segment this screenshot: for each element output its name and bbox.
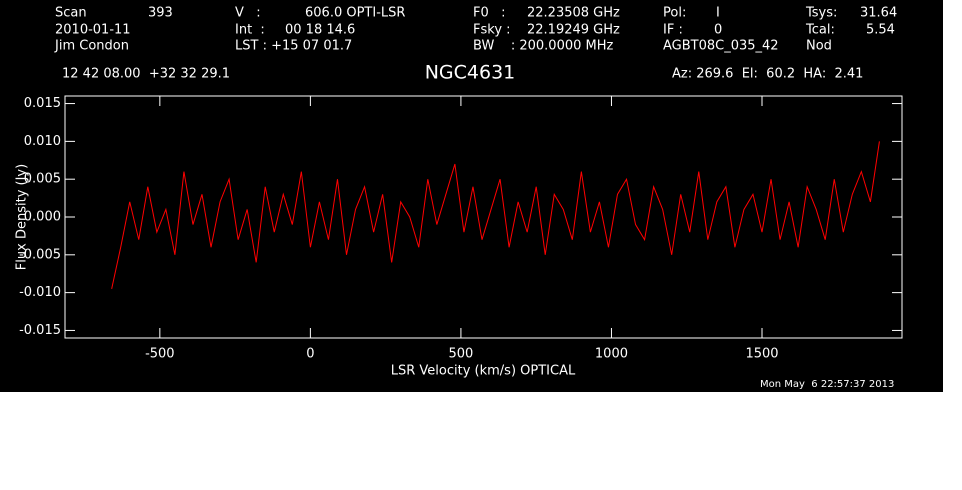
y-tick-label: 0.005 xyxy=(24,172,61,187)
annotation: BW : 200.0000 MHz xyxy=(473,39,614,54)
annotation: 22.19249 GHz xyxy=(527,23,620,38)
spectrum-line xyxy=(111,141,880,289)
annotation: 12 42 08.00 +32 32 29.1 xyxy=(62,67,230,82)
annotation: AGBT08C_035_42 xyxy=(663,39,779,54)
y-tick-label: -0.010 xyxy=(19,285,61,300)
x-tick-label: 500 xyxy=(449,347,474,362)
annotation: 0 xyxy=(714,23,722,38)
y-tick-label: 0.015 xyxy=(24,96,61,111)
annotation: 5.54 xyxy=(866,23,895,38)
annotation: LST : +15 07 01.7 xyxy=(235,39,352,54)
annotation: 393 xyxy=(148,6,173,21)
annotation: Nod xyxy=(806,39,832,54)
chart-title: NGC4631 xyxy=(425,62,516,84)
x-tick-label: 1000 xyxy=(595,347,628,362)
y-axis-label: Flux Density (Jy) xyxy=(15,164,30,270)
annotation: Fsky : xyxy=(473,23,511,38)
annotation: 2010-01-11 xyxy=(55,23,131,38)
annotation: Jim Condon xyxy=(54,39,129,54)
annotation: Scan xyxy=(55,6,87,21)
annotation: 606.0 OPTI-LSR xyxy=(305,6,405,21)
annotation: 31.64 xyxy=(860,6,897,21)
y-tick-label: -0.005 xyxy=(19,247,61,262)
x-tick-label: -500 xyxy=(145,347,175,362)
annotation: Mon May 6 22:57:37 2013 xyxy=(760,379,894,390)
annotation: Tcal: xyxy=(805,23,835,38)
x-tick-label: 0 xyxy=(306,347,314,362)
annotation: Pol: xyxy=(663,6,686,21)
y-tick-label: -0.015 xyxy=(19,323,61,338)
annotation: Az: 269.6 El: 60.2 HA: 2.41 xyxy=(672,67,863,82)
annotation: IF : xyxy=(663,23,683,38)
annotation: F0 : xyxy=(473,6,506,21)
annotation: 22.23508 GHz xyxy=(527,6,620,21)
annotation: I xyxy=(716,6,720,21)
y-tick-label: 0.010 xyxy=(24,134,61,149)
annotation: Int : xyxy=(235,23,265,38)
x-tick-label: 1500 xyxy=(745,347,778,362)
y-tick-label: 0.000 xyxy=(24,210,61,225)
annotation: V : xyxy=(235,6,261,21)
annotation: Tsys: xyxy=(805,6,837,21)
x-axis-label: LSR Velocity (km/s) OPTICAL xyxy=(391,364,576,379)
annotation: 00 18 14.6 xyxy=(285,23,355,38)
